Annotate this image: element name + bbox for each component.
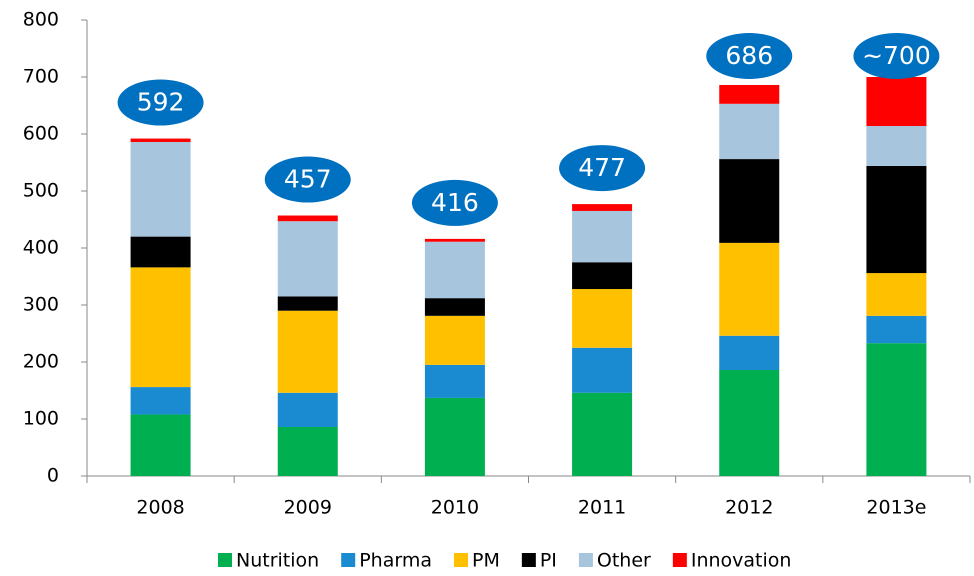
bar-segment xyxy=(719,159,780,243)
bar-segment xyxy=(277,310,338,393)
bar-segment xyxy=(424,364,485,398)
y-tick-label: 400 xyxy=(23,237,59,259)
total-bubble xyxy=(117,79,204,126)
y-tick-label: 0 xyxy=(47,465,59,487)
bar-segment xyxy=(424,298,485,316)
bar-segment xyxy=(866,126,927,166)
legend-label: Innovation xyxy=(691,550,792,572)
bar-segment xyxy=(424,397,485,476)
bar-segment xyxy=(130,141,191,237)
x-tick-label: 2013e xyxy=(866,497,926,519)
total-bubble xyxy=(559,145,646,192)
bar-segment xyxy=(866,315,927,344)
bar-segment xyxy=(719,335,780,370)
x-tick-label: 2012 xyxy=(725,497,773,519)
bar-segment xyxy=(572,204,633,211)
legend-swatch xyxy=(672,553,687,567)
bar-segment xyxy=(572,210,633,263)
bar-segment xyxy=(277,426,338,476)
y-tick-label: 300 xyxy=(23,294,59,316)
bar-segment xyxy=(572,392,633,476)
bar-segment xyxy=(130,414,191,476)
bar-segment xyxy=(130,387,191,415)
legend-swatch xyxy=(521,553,536,567)
legend-label: Other xyxy=(597,550,651,572)
bar-segment xyxy=(866,165,927,274)
bar-segment xyxy=(424,238,485,242)
x-tick-label: 2009 xyxy=(284,497,332,519)
total-label: 477 xyxy=(578,153,626,182)
bar-segment xyxy=(130,138,191,142)
y-tick-label: 800 xyxy=(23,9,59,31)
y-tick-label: 100 xyxy=(23,408,59,430)
bar-segment xyxy=(719,103,780,160)
bar-segment xyxy=(572,347,633,393)
total-bubble xyxy=(706,33,793,79)
bar-segment xyxy=(277,221,338,297)
legend-label: PM xyxy=(472,550,500,572)
legend-swatch xyxy=(578,553,593,567)
legend-label: Pharma xyxy=(359,550,432,572)
bar-segment xyxy=(130,236,191,268)
bar-segment xyxy=(277,296,338,311)
y-tick-label: 600 xyxy=(23,123,59,145)
y-tick-label: 200 xyxy=(23,351,59,373)
bar-segment xyxy=(719,84,780,104)
bar-segment xyxy=(866,343,927,476)
legend-label: PI xyxy=(540,550,557,572)
total-label: ~700 xyxy=(862,41,931,70)
bar-segment xyxy=(424,315,485,365)
x-tick-label: 2008 xyxy=(136,497,184,519)
x-tick-label: 2010 xyxy=(431,497,479,519)
legend-swatch xyxy=(341,553,356,567)
total-label: 457 xyxy=(284,165,332,194)
total-bubble xyxy=(411,179,498,226)
legend-swatch xyxy=(453,553,468,567)
bar-segment xyxy=(719,369,780,476)
x-tick-label: 2011 xyxy=(578,497,626,519)
bar-segment xyxy=(424,241,485,299)
total-bubble xyxy=(264,156,351,203)
bar-segment xyxy=(277,215,338,222)
total-label: 416 xyxy=(431,188,479,217)
bar-segment xyxy=(866,273,927,316)
legend-label: Nutrition xyxy=(236,550,319,572)
y-tick-label: 700 xyxy=(23,66,59,88)
bar-segment xyxy=(277,392,338,427)
bar-segment xyxy=(866,77,927,127)
y-tick-label: 500 xyxy=(23,180,59,202)
total-bubble xyxy=(853,33,940,79)
total-label: 592 xyxy=(137,88,185,117)
total-label: 686 xyxy=(725,41,773,70)
bar-segment xyxy=(572,289,633,348)
legend-swatch xyxy=(218,553,232,567)
bar-segment xyxy=(130,267,191,388)
bar-segment xyxy=(719,242,780,336)
bar-segment xyxy=(572,262,633,290)
